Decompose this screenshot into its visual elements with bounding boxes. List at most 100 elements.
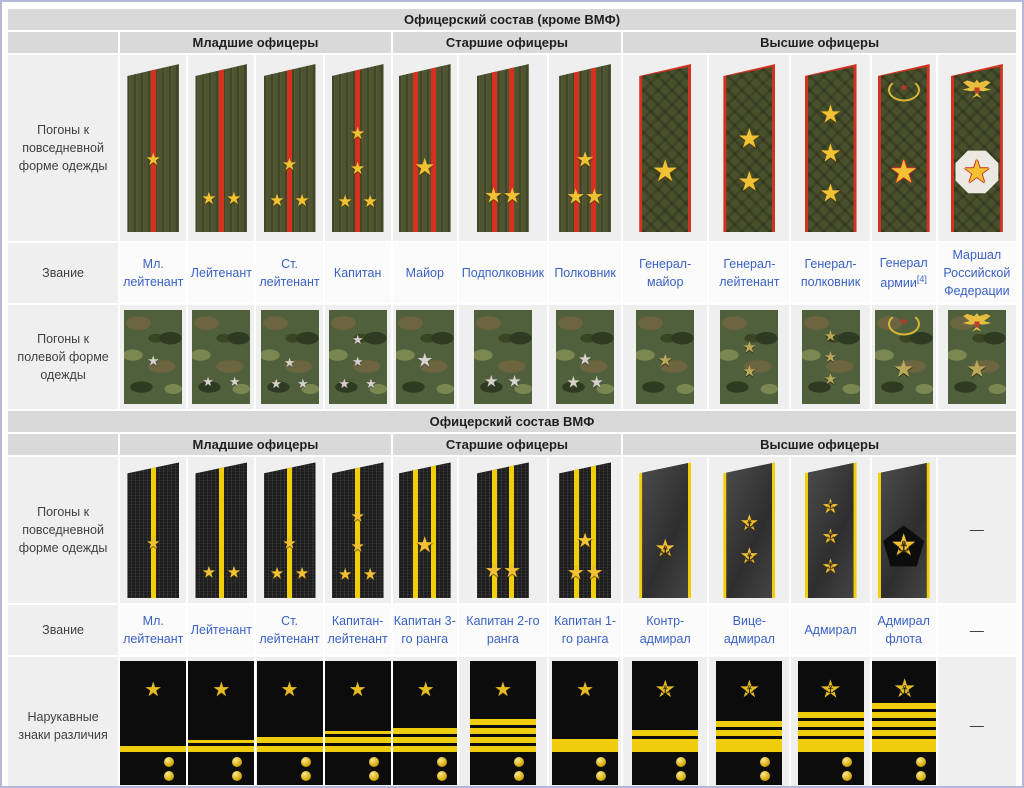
rank-stripe (355, 64, 361, 232)
group-header-spacer (8, 32, 119, 53)
sleeve-insignia-image[interactable]: ★ ⚓ (797, 661, 864, 786)
sleeve-insignia-image[interactable]: ★ (256, 661, 323, 786)
rank-link[interactable]: Адмирал флота (877, 614, 930, 647)
rank-link[interactable]: Лейтенант (190, 266, 252, 281)
cuff-stripes (188, 737, 255, 752)
star-icon: ★ ⚓ (821, 524, 840, 549)
sleeve-cell: ★ ⚓ (791, 657, 870, 786)
wreath-star-emblem: ★ (887, 78, 920, 102)
shoulder-board-image[interactable]: ★ (395, 310, 454, 405)
rank-link[interactable]: Капитан 3-го ранга (393, 614, 456, 647)
shoulder-board-image[interactable]: ★ ⚓ ★ ⚓ ★ ⚓ (804, 462, 857, 599)
rank-link[interactable]: Контр-адмирал (639, 614, 691, 647)
rank-link[interactable]: Генерал-майор (639, 257, 692, 290)
group-header-text: Младшие офицеры (192, 437, 319, 453)
shoulder-board-image[interactable]: ★ ⚓ ★ ⚓ (723, 462, 776, 599)
shoulder-board-image[interactable]: ★ ★ ★ ★ (331, 64, 384, 232)
shoulder-board-image[interactable]: ★ ★ (192, 310, 251, 405)
star-icon: ★ (484, 558, 503, 583)
rank-link[interactable]: Генерал-лейтенант (719, 257, 780, 290)
shoulder-board-image[interactable]: ★ ★ ★ (559, 462, 612, 599)
cuff-stripe (324, 745, 391, 752)
anchor-icon: ⚓ (744, 683, 755, 697)
cuff-stripe (797, 729, 864, 736)
shoulder-board-image[interactable]: ★ (947, 310, 1006, 405)
star-icon: ★ (282, 533, 297, 553)
shoulder-board-image[interactable]: ★ ★ (195, 64, 248, 232)
rank-stripe (591, 462, 597, 599)
sleeve-insignia-image[interactable]: ★ ⚓ (716, 661, 783, 786)
sleeve-insignia-image[interactable]: ★ (120, 661, 187, 786)
shoulder-board-image[interactable]: ★ ★ (476, 64, 529, 232)
sleeve-insignia-image[interactable]: ★ (552, 661, 619, 786)
rank-cell: Мл. лейтенант (120, 243, 187, 304)
board-cloth: ★ ★ ★ (263, 64, 316, 232)
shoulder-board-image[interactable]: ★ ★ ★ (263, 462, 316, 599)
shoulder-board-image[interactable]: ★ (127, 64, 180, 232)
shoulder-board-image[interactable]: ★ ⚓ (877, 462, 930, 599)
sleeve-insignia-image[interactable]: ★ ⚓ (632, 661, 699, 786)
rank-link[interactable]: Ст. лейтенант (259, 614, 320, 647)
rank-link[interactable]: Мл. лейтенант (123, 614, 184, 647)
rank-stripe (573, 64, 579, 232)
star-icon: ★ (502, 183, 522, 208)
rank-link[interactable]: Полковник (554, 266, 616, 281)
rank-link[interactable]: Подполковник (461, 266, 545, 281)
shoulder-board-image[interactable]: ★ ★ (877, 64, 930, 232)
shoulder-board-image[interactable]: ★ (950, 64, 1003, 232)
shoulder-board-image[interactable]: ★ ★ ★ ★ (331, 462, 384, 599)
shoulder-board-image[interactable]: ★ (636, 310, 695, 405)
rank-link[interactable]: Маршал Российской Федерации (943, 248, 1011, 299)
shoulder-board-image[interactable]: ★ ★ (473, 310, 532, 405)
board-cloth: ★ ★ (720, 310, 779, 405)
shoulder-board-image[interactable]: ★ ★ ★ (556, 310, 615, 405)
board-cell: ★ ⚓ ★ ⚓ ★ ⚓ (791, 457, 870, 604)
shoulder-board-image[interactable]: ★ ★ (874, 310, 933, 405)
sleeve-insignia-image[interactable]: ★ (324, 661, 391, 786)
shoulder-board-image[interactable]: ★ ★ ★ (263, 64, 316, 232)
rank-link[interactable]: Капитан 1-го ранга (554, 614, 617, 647)
shoulder-board-image[interactable]: ★ (398, 462, 451, 599)
shoulder-board-image[interactable]: ★ ★ ★ (801, 310, 860, 405)
rank-link[interactable]: Генерал армии (879, 256, 928, 290)
shoulder-board-image[interactable]: ★ (639, 64, 692, 232)
rank-link[interactable]: Капитан 2-го ранга (466, 614, 540, 647)
rank-link[interactable]: Ст. лейтенант (259, 257, 320, 290)
shoulder-board-image[interactable]: ★ ★ (723, 64, 776, 232)
rank-link[interactable]: Вице-адмирал (723, 614, 775, 647)
rank-link[interactable]: Лейтенант (190, 623, 252, 638)
star-icon: ★ (503, 558, 522, 583)
rank-stripe (431, 64, 437, 232)
rank-link[interactable]: Майор (405, 266, 444, 281)
shoulder-board-image[interactable]: ★ ★ (195, 462, 248, 599)
board-cell: ★ ⚓ ★ ⚓ (709, 457, 790, 604)
shoulder-board-image[interactable]: ★ ★ ★ (260, 310, 319, 405)
anchor-button (368, 757, 379, 768)
sleeve-insignia-image[interactable]: ★ ⚓ (871, 661, 936, 786)
shoulder-board-image[interactable]: ★ ★ ★ ★ (328, 310, 387, 405)
sleeve-insignia-image[interactable]: ★ (188, 661, 255, 786)
board-cell: ★ ★ (458, 305, 547, 410)
star-icon: ★ (819, 178, 842, 208)
shoulder-board-image[interactable]: ★ ★ ★ (559, 64, 612, 232)
shoulder-board-image[interactable]: ★ ⚓ (639, 462, 692, 599)
shoulder-board-image[interactable]: ★ ★ (476, 462, 529, 599)
shoulder-board-image[interactable]: ★ (398, 64, 451, 232)
rank-link[interactable]: Капитан-лейтенант (327, 614, 388, 647)
cuff-stripe (324, 730, 391, 734)
star-icon: ★ (892, 354, 915, 383)
rank-link[interactable]: Адмирал (804, 623, 857, 638)
rank-link[interactable]: Генерал-полковник (800, 257, 861, 290)
star-icon: ★ (819, 138, 842, 168)
sleeve-insignia-image[interactable]: ★ (469, 661, 536, 786)
shoulder-board-image[interactable]: ★ ★ ★ (804, 64, 857, 232)
footnote-link[interactable]: [4] (916, 273, 927, 284)
shoulder-board-image[interactable]: ★ (124, 310, 183, 405)
sleeve-insignia-image[interactable]: ★ (392, 661, 457, 786)
rank-link[interactable]: Капитан (333, 266, 382, 281)
shoulder-board-image[interactable]: ★ (127, 462, 180, 599)
shoulder-board-image[interactable]: ★ ★ (720, 310, 779, 405)
star-icon: ★ (416, 349, 434, 372)
anchor-button (760, 771, 771, 782)
rank-link[interactable]: Мл. лейтенант (123, 257, 184, 290)
